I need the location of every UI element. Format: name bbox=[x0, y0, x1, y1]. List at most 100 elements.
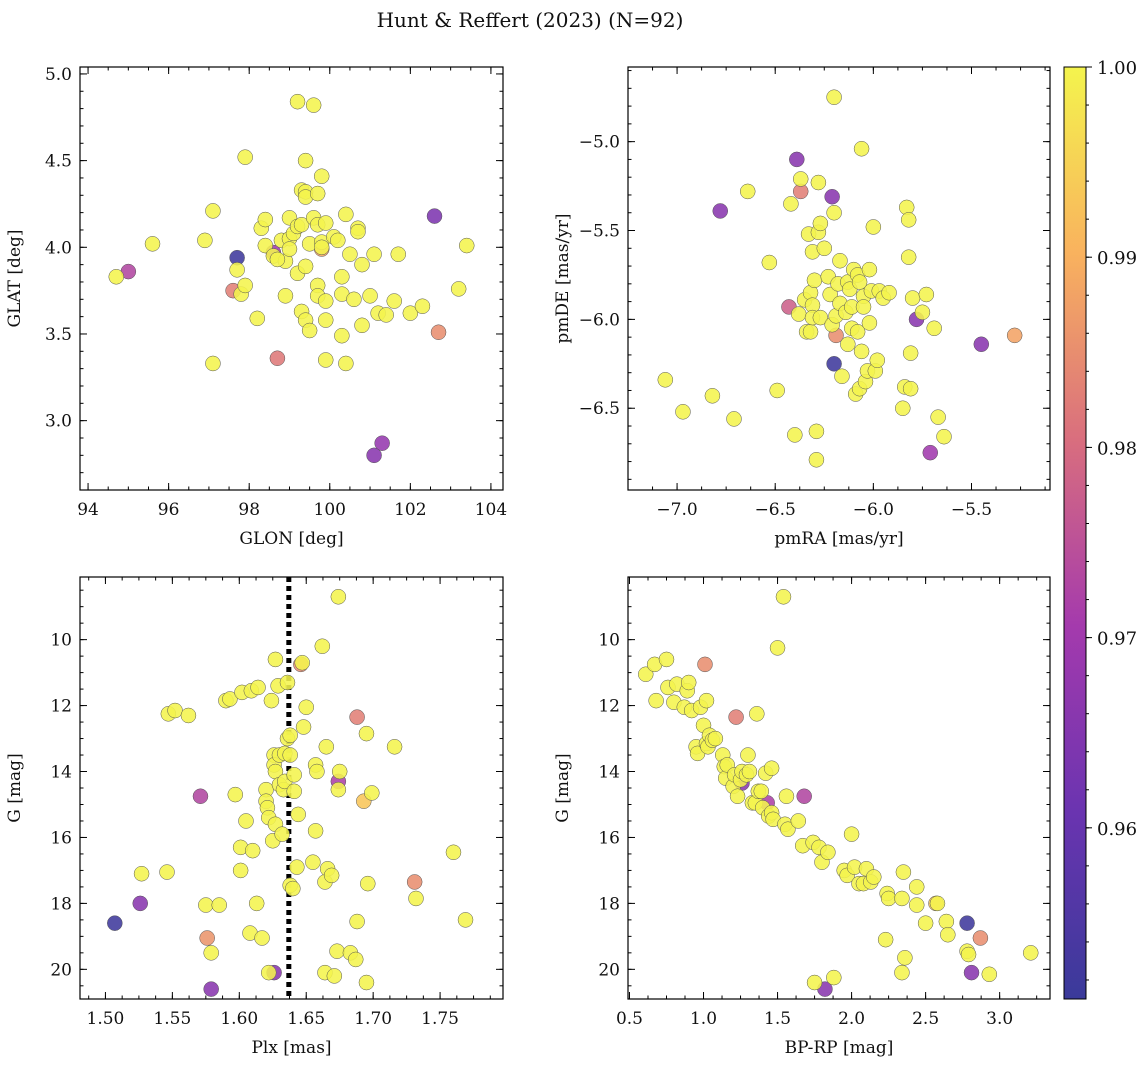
y-tick-label: 20 bbox=[50, 960, 72, 980]
data-point bbox=[205, 203, 221, 219]
data-point bbox=[832, 252, 848, 269]
x-tick-label: −7.0 bbox=[656, 500, 697, 520]
x-tick-label: −5.5 bbox=[951, 500, 992, 520]
data-point bbox=[342, 246, 358, 262]
data-point bbox=[761, 254, 778, 271]
data-point bbox=[853, 141, 870, 157]
data-point bbox=[358, 974, 375, 991]
data-point bbox=[849, 324, 866, 340]
colorbar-tick-label: 0.96 bbox=[1097, 819, 1137, 840]
data-point bbox=[790, 813, 807, 829]
x-tick-label: 94 bbox=[77, 500, 99, 520]
data-point bbox=[769, 382, 785, 399]
x-tick-label: 1.60 bbox=[220, 1009, 258, 1029]
data-point bbox=[712, 203, 729, 219]
data-point bbox=[783, 196, 799, 212]
data-point bbox=[866, 869, 882, 885]
data-point bbox=[894, 890, 910, 907]
data-point bbox=[824, 188, 840, 205]
data-point bbox=[205, 355, 221, 372]
data-point bbox=[366, 447, 382, 464]
data-point bbox=[237, 149, 253, 165]
data-point bbox=[249, 310, 266, 327]
data-point bbox=[267, 651, 284, 668]
data-point bbox=[741, 763, 758, 780]
data-point bbox=[638, 666, 654, 683]
data-point bbox=[318, 739, 335, 755]
data-point bbox=[237, 277, 253, 294]
data-point bbox=[704, 388, 721, 404]
x-tick-label: 1.0 bbox=[690, 1009, 717, 1029]
data-point bbox=[769, 640, 786, 656]
y-axis-label: G [mag] bbox=[5, 753, 25, 822]
scatter-panel-bottom-left: 1.50 1.55 1.60 1.65 1.70 1.75 10 12 14 16 18 20 Plx … bbox=[5, 576, 504, 1058]
data-point bbox=[180, 707, 197, 724]
data-point bbox=[707, 730, 724, 747]
data-point bbox=[822, 286, 838, 303]
data-point bbox=[107, 915, 123, 931]
data-point bbox=[658, 651, 675, 668]
data-point bbox=[331, 763, 348, 780]
data-point bbox=[938, 913, 955, 930]
data-point bbox=[286, 767, 302, 783]
data-point bbox=[330, 589, 347, 605]
data-point bbox=[282, 727, 298, 743]
data-point bbox=[861, 261, 878, 278]
data-point bbox=[349, 913, 365, 930]
scatter-panel-top-right: −7.0 −6.5 −6.0 −5.5 −6.5 −6.0 −5.5 −5.0 pmRA [ma… bbox=[553, 66, 1051, 549]
data-point bbox=[238, 813, 254, 829]
data-point bbox=[657, 372, 674, 388]
y-tick-label: 16 bbox=[50, 828, 72, 848]
data-point bbox=[917, 915, 934, 931]
data-point bbox=[414, 298, 431, 314]
data-point bbox=[457, 912, 474, 928]
data-point bbox=[274, 826, 290, 842]
data-point bbox=[279, 674, 296, 691]
data-point bbox=[816, 240, 833, 257]
data-point bbox=[861, 315, 878, 331]
data-point bbox=[843, 826, 860, 842]
data-point bbox=[922, 444, 939, 461]
y-tick-label: 12 bbox=[50, 697, 72, 717]
scatter-panel-top-left: 94 96 98 100 102 104 3.0 3.5 4.0 4.5 5.0 GLON [deg]… bbox=[5, 65, 507, 549]
colorbar-gradient bbox=[1063, 66, 1087, 1000]
data-point bbox=[855, 299, 872, 315]
data-point bbox=[908, 897, 925, 913]
data-point bbox=[374, 435, 390, 451]
y-tick-label: 10 bbox=[598, 631, 620, 651]
x-tick-label: 96 bbox=[158, 500, 180, 520]
data-point bbox=[229, 262, 245, 278]
data-point bbox=[260, 964, 277, 981]
data-point bbox=[349, 709, 365, 725]
data-point bbox=[820, 844, 836, 861]
x-tick-label: −6.5 bbox=[755, 500, 796, 520]
y-tick-label: 5.0 bbox=[45, 65, 72, 85]
data-point bbox=[698, 692, 715, 709]
data-point bbox=[285, 880, 301, 897]
x-tick-label: 98 bbox=[238, 500, 260, 520]
data-point bbox=[313, 168, 330, 184]
x-tick-label: 100 bbox=[314, 500, 346, 520]
data-point bbox=[317, 215, 334, 231]
data-point bbox=[330, 232, 346, 249]
data-point bbox=[458, 237, 475, 254]
data-point bbox=[317, 293, 334, 309]
data-point bbox=[307, 823, 324, 839]
data-point bbox=[314, 638, 331, 654]
data-point bbox=[334, 269, 350, 285]
x-tick-label: 3.0 bbox=[986, 1009, 1013, 1029]
data-point bbox=[740, 747, 756, 763]
data-point bbox=[295, 719, 312, 735]
data-point bbox=[973, 336, 990, 353]
data-point bbox=[257, 237, 274, 254]
data-point bbox=[286, 783, 302, 800]
y-tick-label: −5.5 bbox=[579, 222, 620, 242]
data-point bbox=[981, 966, 998, 983]
axes-frame bbox=[79, 66, 504, 491]
data-point bbox=[789, 151, 805, 168]
data-point bbox=[263, 692, 280, 709]
data-point bbox=[680, 674, 697, 691]
data-point bbox=[301, 322, 318, 339]
data-point bbox=[826, 204, 842, 221]
data-point bbox=[880, 890, 897, 907]
